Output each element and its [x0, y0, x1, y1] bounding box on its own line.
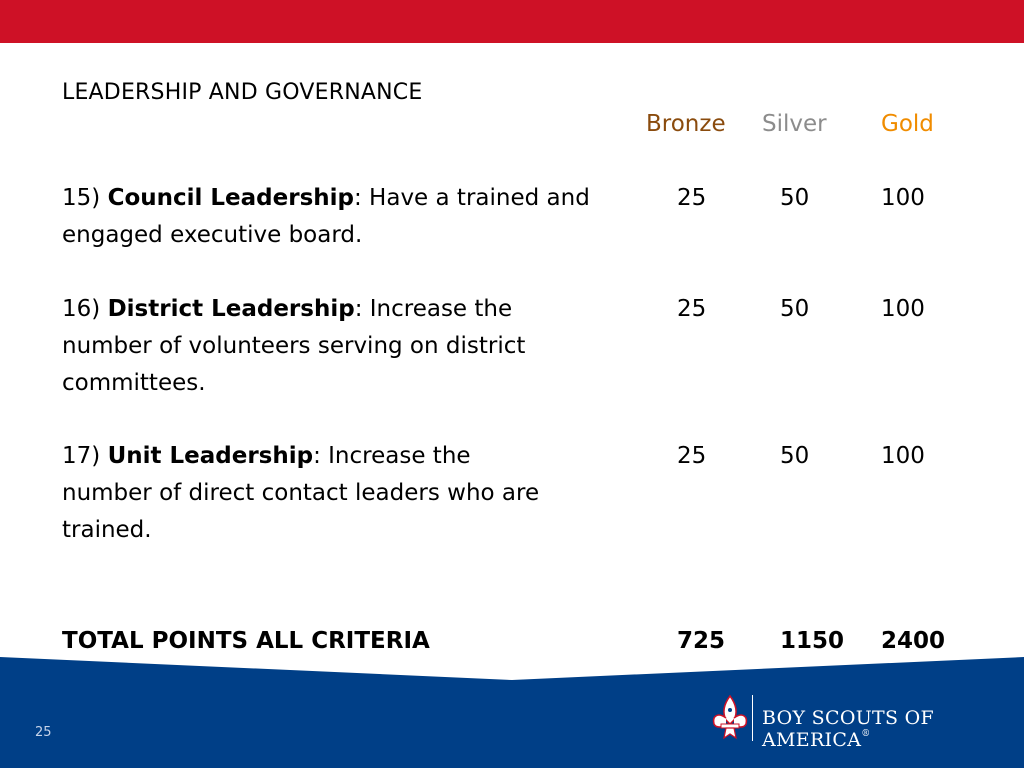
logo-divider [752, 695, 753, 741]
column-header-silver: Silver [762, 111, 827, 137]
registered-mark: ® [861, 729, 871, 739]
criterion-name: Council Leadership [107, 185, 354, 211]
criterion-number: 15) [62, 185, 101, 211]
column-header-gold: Gold [881, 111, 934, 137]
bsa-logo-text: BOY SCOUTS OF AMERICA® [762, 707, 1024, 751]
column-header-bronze: Bronze [646, 111, 726, 137]
fleur-de-lis-icon [712, 694, 748, 740]
total-points-label: TOTAL POINTS ALL CRITERIA [62, 628, 430, 654]
criterion-15: 15) Council Leadership: Have a trained a… [62, 180, 607, 254]
criterion-15-bronze: 25 [677, 185, 707, 211]
criterion-description: : Increase the number of volunteers serv… [62, 296, 526, 396]
criterion-15-gold: 100 [881, 185, 925, 211]
criterion-number: 16) [62, 296, 101, 322]
criterion-16-bronze: 25 [677, 296, 707, 322]
criterion-17-silver: 50 [780, 443, 810, 469]
slide-title: LEADERSHIP AND GOVERNANCE [62, 80, 423, 105]
criterion-name: District Leadership [107, 296, 355, 322]
page-number: 25 [35, 725, 52, 740]
total-silver: 1150 [780, 628, 845, 654]
total-gold: 2400 [881, 628, 946, 654]
logo-wordmark: BOY SCOUTS OF AMERICA [762, 707, 935, 751]
criterion-16-gold: 100 [881, 296, 925, 322]
criterion-name: Unit Leadership [107, 443, 314, 469]
total-bronze: 725 [677, 628, 726, 654]
top-red-bar [0, 0, 1024, 43]
criterion-15-silver: 50 [780, 185, 810, 211]
criterion-number: 17) [62, 443, 101, 469]
criterion-17-gold: 100 [881, 443, 925, 469]
criterion-16: 16) District Leadership: Increase the nu… [62, 291, 587, 402]
criterion-17: 17) Unit Leadership: Increase the number… [62, 438, 562, 549]
criterion-17-bronze: 25 [677, 443, 707, 469]
criterion-16-silver: 50 [780, 296, 810, 322]
footer-blue-band [0, 657, 1024, 768]
criterion-description: : Have a trained and engaged executive b… [62, 185, 590, 248]
criterion-description: : Increase the number of direct contact … [62, 443, 540, 543]
